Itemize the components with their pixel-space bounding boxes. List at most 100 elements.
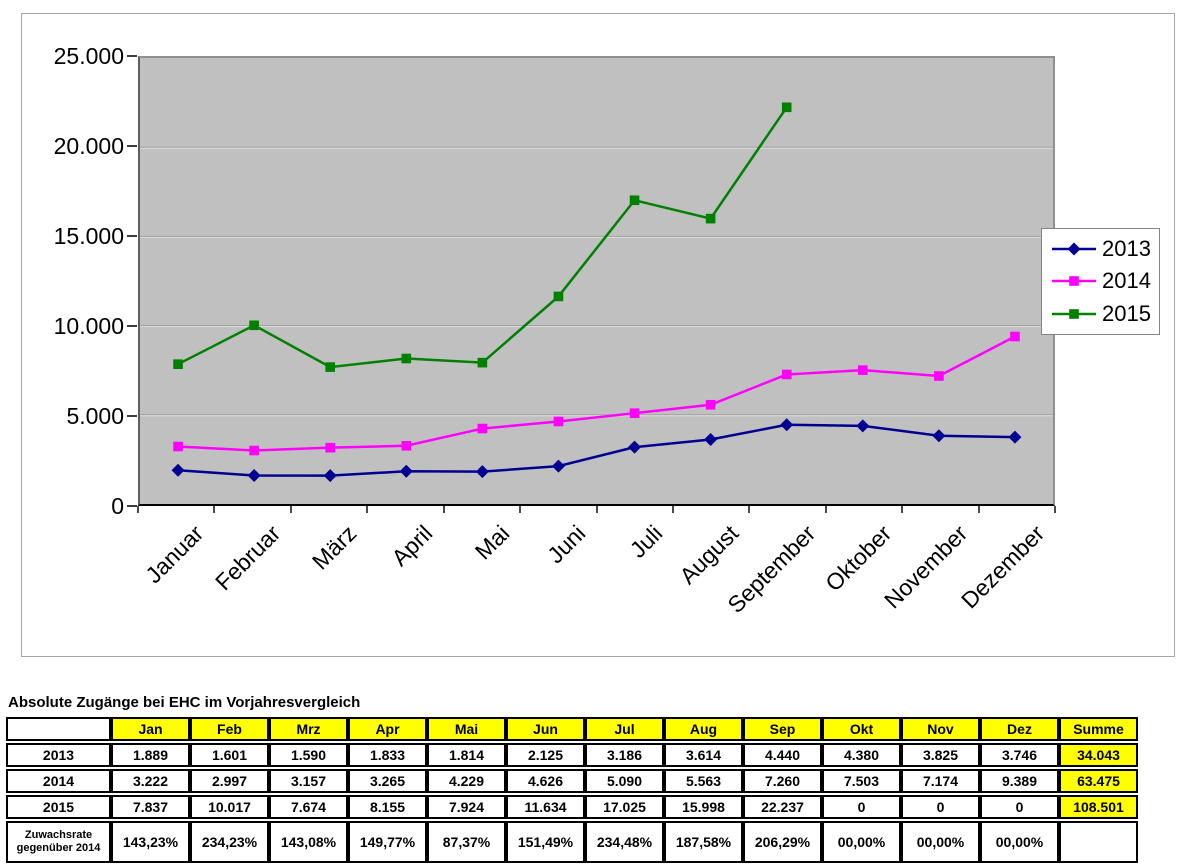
table-cell: 3.825 <box>901 743 980 767</box>
table-row-2015: 2015 7.837 10.017 7.674 8.155 7.924 11.634 17.0… <box>6 795 1138 819</box>
table-cell: 143,23% <box>111 821 190 863</box>
table-header-cell: Jan <box>111 717 190 741</box>
table-cell: 17.025 <box>585 795 664 819</box>
chart-legend: 2013 2014 2015 <box>1041 228 1160 335</box>
legend-entry-2015: 2015 <box>1050 301 1159 327</box>
table-cell: 1.601 <box>190 743 269 767</box>
square-marker <box>401 440 412 451</box>
square-marker <box>325 362 336 372</box>
x-axis-tick <box>366 506 369 513</box>
table-row-2014: 2014 3.222 2.997 3.157 3.265 4.229 4.626 5.090 5… <box>6 769 1138 793</box>
table-cell: 7.260 <box>743 769 822 793</box>
table-cell: 87,37% <box>427 821 506 863</box>
table-cell: 9.389 <box>980 769 1059 793</box>
table-header-cell: Mai <box>427 717 506 741</box>
table-cell: 0 <box>980 795 1059 819</box>
row-label-cell: 2014 <box>6 769 111 793</box>
legend-label-2015: 2015 <box>1102 300 1151 326</box>
x-axis-tick <box>1054 506 1056 513</box>
table-header-cell: Dez <box>980 717 1059 741</box>
table-row-2013: 2013 1.889 1.601 1.590 1.833 1.814 2.125 3.186 3… <box>6 743 1138 767</box>
table-cell: 00,00% <box>822 821 901 863</box>
square-marker <box>477 357 488 368</box>
square-marker <box>629 195 640 206</box>
table-cell: 00,00% <box>901 821 980 863</box>
table-title: Absolute Zugänge bei EHC im Vorjahresver… <box>8 694 361 711</box>
x-axis-tick <box>595 506 598 513</box>
x-axis-tick <box>671 506 674 513</box>
diamond-marker <box>323 469 337 483</box>
table-cell: 3.265 <box>348 769 427 793</box>
table-cell: 143,08% <box>269 821 348 863</box>
diamond-marker <box>1008 430 1022 444</box>
square-marker <box>781 369 792 380</box>
square-marker <box>249 445 259 456</box>
table-cell: 3.746 <box>980 743 1059 767</box>
square-marker <box>173 359 183 369</box>
table-header-cell: Jun <box>506 717 585 741</box>
series-2014 <box>173 331 1020 456</box>
square-marker <box>401 353 412 364</box>
summe-cell: 63.475 <box>1059 769 1138 793</box>
diamond-marker <box>171 463 185 477</box>
table-cell: 4.229 <box>427 769 506 793</box>
y-axis-tick <box>127 415 137 417</box>
table-cell: 3.222 <box>111 769 190 793</box>
legend-entry-2014: 2014 <box>1050 268 1159 294</box>
square-marker <box>705 213 716 224</box>
table-cell: 7.503 <box>822 769 901 793</box>
x-axis-tick <box>901 506 904 513</box>
legend-sample-2013 <box>1052 242 1096 256</box>
table-header-cell <box>6 717 111 741</box>
y-axis-label: 20.000 <box>53 133 124 159</box>
table-cell: 4.380 <box>822 743 901 767</box>
series-line-2014 <box>177 335 1016 452</box>
diamond-marker <box>1067 242 1081 256</box>
legend-sample-2015 <box>1052 309 1096 319</box>
table-cell: 1.889 <box>111 743 190 767</box>
table-row-zuwachsrate: Zuwachsrate gegenüber 2014 143,23% 234,23%… <box>6 821 1138 863</box>
y-axis-label: 25.000 <box>53 43 124 69</box>
table-cell: 234,48% <box>585 821 664 863</box>
diamond-marker <box>247 468 261 482</box>
data-table: Jan Feb Mrz Apr Mai Jun Jul Aug Sep Okt Nov Dez Summ… <box>6 715 1138 865</box>
x-axis-tick <box>977 506 980 513</box>
summe-cell: 34.043 <box>1059 743 1138 767</box>
table-cell: 4.440 <box>743 743 822 767</box>
table-cell: 11.634 <box>506 795 585 819</box>
table-header-cell: Aug <box>664 717 743 741</box>
table-cell: 2.997 <box>190 769 269 793</box>
table-cell: 5.090 <box>585 769 664 793</box>
legend-sample-2014 <box>1052 276 1096 287</box>
table-cell: 1.590 <box>269 743 348 767</box>
y-axis-label: 5.000 <box>66 403 124 429</box>
table-header-cell: Sep <box>743 717 822 741</box>
table-header-cell: Jul <box>585 717 664 741</box>
table-cell: 22.237 <box>743 795 822 819</box>
row-label-cell: Zuwachsrate gegenüber 2014 <box>6 821 111 863</box>
diamond-marker <box>932 429 946 443</box>
y-axis-tick <box>127 55 137 57</box>
table-cell: 10.017 <box>190 795 269 819</box>
table-cell: 0 <box>901 795 980 819</box>
y-axis-tick <box>127 235 137 237</box>
square-marker <box>553 416 564 427</box>
square-marker <box>173 441 183 452</box>
table-header-row: Jan Feb Mrz Apr Mai Jun Jul Aug Sep Okt Nov Dez Summ… <box>6 717 1138 741</box>
table-header-cell: Nov <box>901 717 980 741</box>
square-marker <box>934 371 944 381</box>
table-cell: 3.157 <box>269 769 348 793</box>
table-cell: 7.837 <box>111 795 190 819</box>
row-label-cell: 2015 <box>6 795 111 819</box>
x-axis-tick <box>213 506 216 513</box>
table-header-cell: Feb <box>190 717 269 741</box>
square-marker <box>477 423 488 434</box>
y-axis-tick <box>127 145 137 147</box>
square-marker <box>1069 276 1079 287</box>
table-cell: 1.833 <box>348 743 427 767</box>
square-marker <box>1010 331 1020 342</box>
table-cell: 00,00% <box>980 821 1059 863</box>
table-cell: 2.125 <box>506 743 585 767</box>
table-cell: 149,77% <box>348 821 427 863</box>
